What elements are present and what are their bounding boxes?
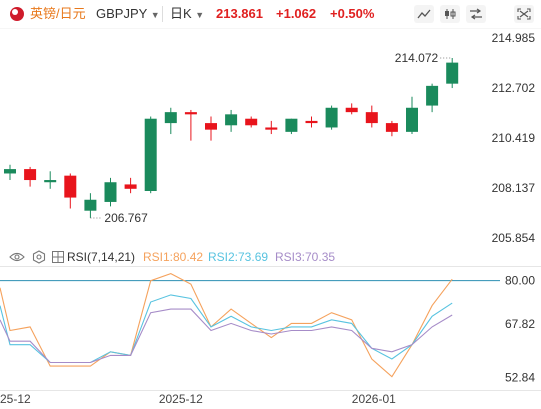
rsi-header: RSI(7,14,21) RSI1:80.42 RSI2:73.69 RSI3:… <box>0 248 541 266</box>
candle-body <box>205 123 217 130</box>
price-axis-label: 214.985 <box>492 31 536 45</box>
candle-body <box>245 118 258 126</box>
rsi3-legend: RSI3:70.35 <box>275 250 336 264</box>
eye-icon[interactable] <box>9 248 25 268</box>
chevron-down-icon[interactable]: ▼ <box>150 10 160 20</box>
uk-flag-icon <box>10 7 24 21</box>
candlestick-chart[interactable]: 214.985 212.702 210.419 208.137 205.854 214.0… <box>0 28 541 246</box>
candle-body <box>385 123 398 132</box>
candle-body <box>406 107 418 132</box>
period-label[interactable]: 日K <box>170 6 192 21</box>
rsi-axis-label: 67.82 <box>505 317 535 331</box>
symbol-name[interactable]: 英镑/日元 <box>30 6 86 21</box>
period-selector[interactable]: 日K ▼ <box>170 5 204 24</box>
candle-body <box>225 114 238 126</box>
top-bar: 英镑/日元 GBPJPY ▼ 日K ▼ 213.861 +1.062 +0.50… <box>0 0 541 28</box>
candle-body <box>305 120 318 124</box>
chevron-down-icon[interactable]: ▼ <box>195 10 205 20</box>
candle-body <box>64 175 77 198</box>
candle-body <box>124 184 137 189</box>
rsi-title[interactable]: RSI(7,14,21) <box>67 250 136 264</box>
rsi-line-rsi3 <box>0 308 453 364</box>
price-axis-label: 205.854 <box>492 231 536 245</box>
divider <box>162 6 163 22</box>
candle-body <box>325 107 338 128</box>
rsi-line-rsi1 <box>0 273 453 378</box>
candle-body <box>426 85 439 106</box>
price-axis-label: 212.702 <box>492 81 536 95</box>
candle-body <box>365 112 378 124</box>
candle-body <box>4 169 16 174</box>
rsi-axis-label: 52.84 <box>505 370 535 384</box>
expand-icon[interactable] <box>514 5 534 23</box>
price-axis-label: 210.419 <box>492 131 536 145</box>
rsi1-legend: RSI1:80.42 <box>143 250 204 264</box>
rsi-line-rsi2 <box>0 294 453 364</box>
candle-body <box>446 62 459 84</box>
symbol-code[interactable]: GBPJPY ▼ <box>96 5 160 24</box>
candle-body <box>84 199 97 211</box>
last-price: 213.861 <box>216 6 263 21</box>
high-annotation: 214.072 <box>395 51 439 65</box>
candle-body <box>285 118 298 132</box>
indicator-select-icon[interactable] <box>52 248 64 268</box>
candle-body <box>265 127 278 130</box>
date-axis-label: 25-12 <box>0 392 31 406</box>
rsi-axis-label: 80.00 <box>505 274 535 288</box>
rsi2-legend: RSI2:73.69 <box>208 250 269 264</box>
date-axis-label: 2025-12 <box>159 392 203 406</box>
candle-body <box>44 180 57 183</box>
price-change-pct: +0.50% <box>330 6 375 21</box>
candle-body <box>104 182 117 202</box>
line-chart-icon[interactable] <box>414 5 434 23</box>
candle-body <box>345 107 358 113</box>
price-change: +1.062 <box>276 6 317 21</box>
candle-body <box>144 118 157 191</box>
date-axis-label: 2026-01 <box>352 392 396 406</box>
candle-chart-icon[interactable] <box>440 5 460 23</box>
rsi-chart[interactable]: 80.00 67.82 52.84 25-12 2025-12 2026-01 <box>0 266 541 409</box>
candle-body <box>24 169 37 181</box>
low-annotation: 206.767 <box>104 211 148 225</box>
candle-body <box>184 112 197 115</box>
compare-icon[interactable] <box>466 5 486 23</box>
settings-icon[interactable] <box>32 248 46 269</box>
price-axis-label: 208.137 <box>492 181 536 195</box>
symbol-code-label[interactable]: GBPJPY <box>96 6 148 21</box>
candle-body <box>164 112 177 124</box>
